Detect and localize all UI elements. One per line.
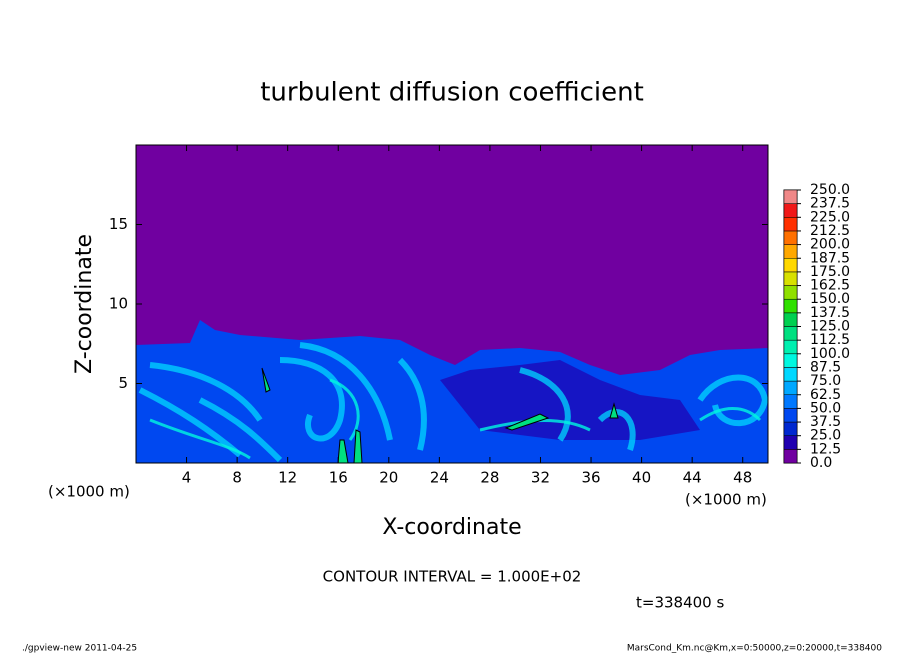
chart-title: turbulent diffusion coefficient <box>260 78 644 108</box>
colorbar-label: 100.0 <box>810 346 850 362</box>
x-tick-label: 40 <box>632 469 651 487</box>
x-tick-label: 16 <box>329 469 348 487</box>
colorbar-band <box>783 435 798 450</box>
colorbar-band <box>783 203 798 218</box>
colorbar-label: 112.5 <box>810 332 850 348</box>
colorbar-band <box>783 380 798 396</box>
y-axis-label: Z-coordinate <box>72 234 97 374</box>
colorbar-label: 62.5 <box>810 387 841 403</box>
colorbar-label: 225.0 <box>810 209 850 225</box>
x-tick-label: 20 <box>379 469 398 487</box>
x-tick-label: 12 <box>278 469 297 487</box>
footer-left: ./gpview-new 2011-04-25 <box>22 644 137 654</box>
colorbar-band <box>783 258 798 273</box>
colorbar-band <box>783 353 798 368</box>
colorbar-label: 25.0 <box>810 428 841 444</box>
colorbar-band <box>783 189 798 204</box>
colorbar-band <box>783 312 798 327</box>
colorbar-label: 150.0 <box>810 291 850 307</box>
x-tick-label: 8 <box>232 469 242 487</box>
colorbar-label: 50.0 <box>810 400 841 416</box>
colorbar-label: 0.0 <box>810 455 832 471</box>
colorbar-band <box>783 298 798 314</box>
y-tick-label: 15 <box>109 215 128 233</box>
colorbar-label: 200.0 <box>810 237 850 253</box>
colorbar-label: 162.5 <box>810 278 850 294</box>
colorbar-band <box>783 449 798 464</box>
contour-interval: CONTOUR INTERVAL = 1.000E+02 <box>323 568 582 586</box>
colorbar-band <box>783 244 798 259</box>
x-unit-right: (×1000 m) <box>685 491 767 509</box>
y-tick-label: 5 <box>118 374 128 392</box>
time-label: t=338400 s <box>636 594 724 612</box>
footer-right: MarsCond_Km.nc@Km,x=0:50000,z=0:20000,t=… <box>627 644 882 654</box>
x-tick-label: 28 <box>480 469 499 487</box>
colorbar-label: 125.0 <box>810 319 850 335</box>
colorbar-label: 137.5 <box>810 305 850 321</box>
y-tick-label: 10 <box>109 295 128 313</box>
colorbar-label: 237.5 <box>810 196 850 212</box>
x-tick-label: 4 <box>182 469 192 487</box>
colorbar-band <box>783 394 798 409</box>
field <box>136 145 768 463</box>
colorbar-band <box>783 285 798 300</box>
x-tick-label: 44 <box>683 469 702 487</box>
colorbar-band <box>783 339 798 355</box>
x-axis-label: X-coordinate <box>382 515 521 540</box>
x-tick-label: 24 <box>430 469 449 487</box>
colorbar-label: 212.5 <box>810 223 850 239</box>
colorbar-band <box>783 421 798 436</box>
x-tick-label: 36 <box>581 469 600 487</box>
x-unit-left: (×1000 m) <box>48 483 130 501</box>
x-tick-label: 48 <box>733 469 752 487</box>
colorbar-band <box>783 271 798 286</box>
colorbar-label: 187.5 <box>810 250 850 266</box>
colorbar-label: 87.5 <box>810 359 841 375</box>
colorbar-label: 12.5 <box>810 441 841 457</box>
colorbar-band <box>783 367 798 382</box>
colorbar-label: 37.5 <box>810 414 841 430</box>
colorbar-band <box>783 408 798 423</box>
colorbar-label: 75.0 <box>810 373 841 389</box>
colorbar-band <box>783 230 798 245</box>
colorbar-label: 250.0 <box>810 182 850 198</box>
colorbar-band <box>783 217 798 232</box>
colorbar-label: 175.0 <box>810 264 850 280</box>
x-tick-label: 32 <box>531 469 550 487</box>
colorbar-band <box>783 326 798 341</box>
